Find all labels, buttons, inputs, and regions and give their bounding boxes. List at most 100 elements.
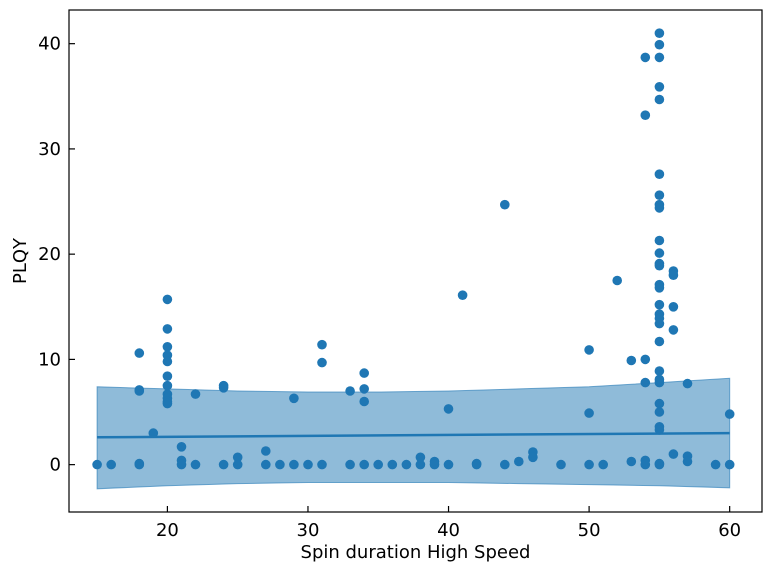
data-point [317,339,327,350]
y-tick-label: 40 [38,34,61,55]
data-point [162,371,173,382]
data-point [500,459,510,470]
data-point [654,407,665,417]
data-point [654,377,665,388]
data-point [190,459,201,470]
data-point [654,82,665,92]
data-point [682,378,693,389]
x-tick-label: 20 [156,520,179,541]
plot-frame [68,9,763,513]
data-point [429,459,440,470]
data-point [640,377,651,388]
data-point [401,459,412,470]
data-point [148,428,159,438]
data-point [218,383,229,393]
data-point [317,459,327,470]
data-point [134,348,145,358]
data-point [654,299,665,310]
data-point [471,459,482,470]
data-point [359,459,370,470]
y-axis-ticks: 0 10 20 30 40 [38,34,75,476]
data-point [640,354,651,365]
x-tick-label: 50 [578,520,601,541]
y-tick-label: 10 [38,349,61,370]
data-point [275,459,285,470]
data-point [162,356,173,367]
data-point [345,386,355,396]
y-axis-title: PLQY [10,237,31,284]
data-point [654,203,665,213]
data-points-layer [92,28,735,470]
data-point [345,459,355,470]
data-point [359,368,370,378]
data-point [373,459,384,470]
data-point [443,459,454,470]
y-tick-label: 30 [38,139,61,160]
data-point [457,290,468,301]
data-point [654,425,665,435]
data-point [218,459,229,470]
data-point [654,28,665,38]
data-point [106,459,116,470]
data-point [261,459,271,470]
data-point [134,386,145,396]
data-point [654,318,665,329]
data-point [528,452,538,463]
data-point [162,398,173,409]
data-point [654,336,665,347]
y-tick-label: 0 [50,455,61,476]
data-point [640,52,651,63]
data-point [654,283,665,293]
x-axis-title: Spin duration High Speed [301,542,531,563]
data-point [654,190,665,200]
data-point [654,260,665,271]
data-point [190,389,201,399]
y-tick-label: 20 [38,244,61,265]
data-point [443,404,454,414]
x-tick-label: 60 [718,520,741,541]
data-point [640,459,651,470]
data-point [668,325,679,335]
data-point [162,380,173,391]
data-point [176,442,187,452]
data-point [162,294,173,305]
data-point [654,366,665,376]
data-point [289,393,299,404]
data-point [654,235,665,246]
data-point [612,275,622,286]
data-point [232,452,243,463]
data-point [584,408,594,418]
data-point [514,456,524,467]
data-point [584,459,594,470]
data-point [162,342,173,352]
data-point [654,52,665,63]
data-point [668,449,679,459]
data-point [387,459,398,470]
data-point [654,248,665,258]
data-point [317,357,327,368]
data-point [668,302,679,312]
data-point [232,459,243,470]
data-point [724,409,735,419]
data-point [556,459,566,470]
data-point [654,39,665,50]
fit-line [97,431,730,439]
data-point [359,396,370,407]
x-tick-label: 30 [297,520,320,541]
data-point [415,459,426,470]
data-point [654,398,665,409]
data-point [176,459,187,470]
data-point [584,345,594,355]
data-point [682,456,693,467]
data-point [500,199,510,210]
data-point [710,459,721,470]
data-point [640,110,651,120]
data-point [303,459,313,470]
confidence-band-layer [96,377,731,490]
fit-line-layer [97,431,730,439]
data-point [724,459,735,470]
data-point [359,384,370,394]
data-point [626,355,637,366]
data-point [92,459,102,470]
confidence-band [96,377,731,490]
